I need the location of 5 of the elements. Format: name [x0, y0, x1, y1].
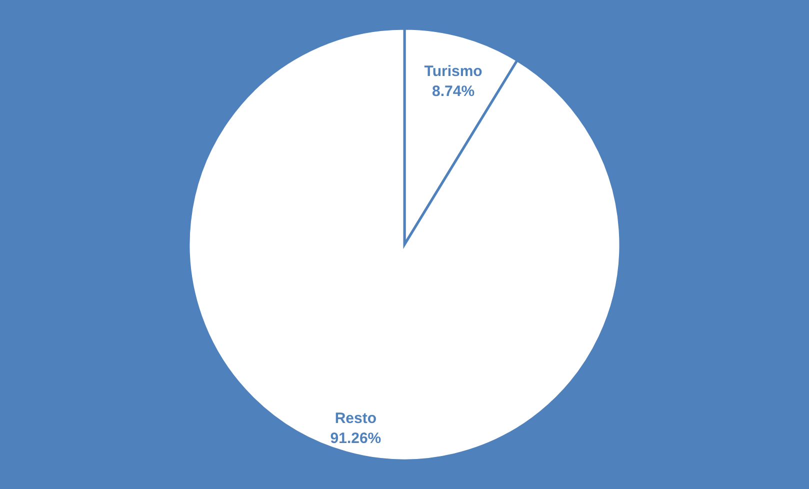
data-label: 91.26% — [330, 430, 382, 447]
data-label: 8.74% — [432, 83, 475, 100]
slice-label: Resto — [334, 410, 377, 427]
slice-label: Turismo — [424, 63, 482, 80]
pie-slice — [187, 27, 622, 462]
